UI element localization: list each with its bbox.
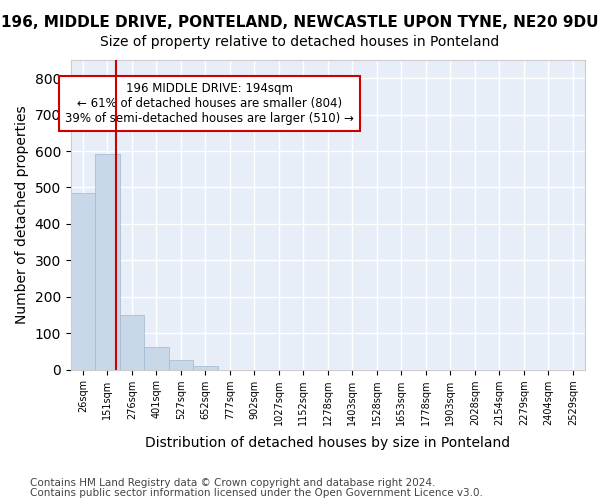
Bar (144, 347, 169, 370)
Text: Size of property relative to detached houses in Ponteland: Size of property relative to detached ho… (100, 35, 500, 49)
Bar (71, 194, 95, 370)
Bar (119, 315, 144, 370)
X-axis label: Distribution of detached houses by size in Ponteland: Distribution of detached houses by size … (145, 436, 511, 450)
Y-axis label: Number of detached properties: Number of detached properties (15, 106, 29, 324)
Text: Contains HM Land Registry data © Crown copyright and database right 2024.: Contains HM Land Registry data © Crown c… (30, 478, 436, 488)
Bar (95, 154, 119, 370)
Bar (193, 366, 218, 370)
Bar (169, 360, 193, 370)
Text: 196 MIDDLE DRIVE: 194sqm
← 61% of detached houses are smaller (804)
39% of semi-: 196 MIDDLE DRIVE: 194sqm ← 61% of detach… (65, 82, 354, 124)
Text: 196, MIDDLE DRIVE, PONTELAND, NEWCASTLE UPON TYNE, NE20 9DU: 196, MIDDLE DRIVE, PONTELAND, NEWCASTLE … (1, 15, 599, 30)
Text: Contains public sector information licensed under the Open Government Licence v3: Contains public sector information licen… (30, 488, 483, 498)
